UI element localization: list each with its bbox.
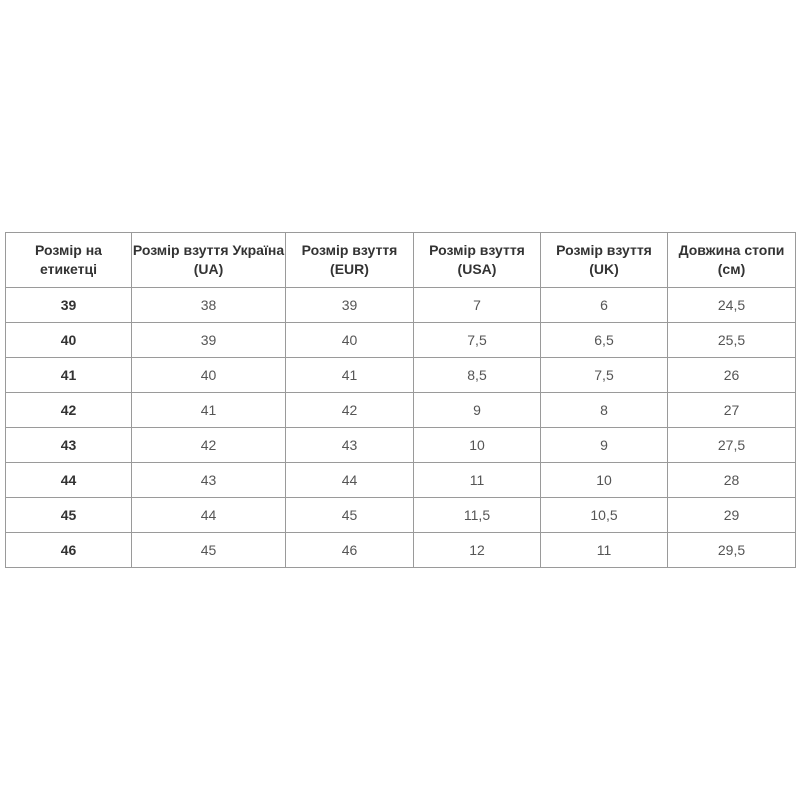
table-cell: 44 xyxy=(5,462,132,498)
table-cell: 38 xyxy=(131,287,286,323)
column-header: Розмір взуття (UK) xyxy=(540,232,668,288)
table-cell: 10 xyxy=(540,462,668,498)
table-cell: 40 xyxy=(131,357,286,393)
table-cell: 29,5 xyxy=(667,532,796,568)
table-cell: 10,5 xyxy=(540,497,668,533)
table-cell: 27,5 xyxy=(667,427,796,463)
table-cell: 8,5 xyxy=(413,357,541,393)
table-cell: 39 xyxy=(5,287,132,323)
table-cell: 11,5 xyxy=(413,497,541,533)
table-row: 42 41 42 9 8 27 xyxy=(5,392,796,428)
table-cell: 6 xyxy=(540,287,668,323)
table-cell: 46 xyxy=(285,532,414,568)
table-cell: 39 xyxy=(285,287,414,323)
table-cell: 45 xyxy=(131,532,286,568)
table-row: 41 40 41 8,5 7,5 26 xyxy=(5,357,796,393)
table-cell: 28 xyxy=(667,462,796,498)
table-row: 43 42 43 10 9 27,5 xyxy=(5,427,796,463)
table-row: 39 38 39 7 6 24,5 xyxy=(5,287,796,323)
table-cell: 9 xyxy=(540,427,668,463)
table-cell: 39 xyxy=(131,322,286,358)
table-cell: 7 xyxy=(413,287,541,323)
table-row: 40 39 40 7,5 6,5 25,5 xyxy=(5,322,796,358)
table-cell: 12 xyxy=(413,532,541,568)
table-cell: 24,5 xyxy=(667,287,796,323)
table-cell: 10 xyxy=(413,427,541,463)
table-cell: 42 xyxy=(131,427,286,463)
column-header: Розмір взуття (EUR) xyxy=(285,232,414,288)
table-cell: 46 xyxy=(5,532,132,568)
table-cell: 27 xyxy=(667,392,796,428)
column-header: Довжина стопи (см) xyxy=(667,232,796,288)
table-row: 44 43 44 11 10 28 xyxy=(5,462,796,498)
table-cell: 6,5 xyxy=(540,322,668,358)
table-cell: 11 xyxy=(413,462,541,498)
header-row: Розмір на етикетці Розмір взуття Україна … xyxy=(5,232,796,288)
table-cell: 26 xyxy=(667,357,796,393)
table-cell: 41 xyxy=(131,392,286,428)
table-cell: 40 xyxy=(5,322,132,358)
table-cell: 41 xyxy=(285,357,414,393)
table-cell: 42 xyxy=(5,392,132,428)
table-cell: 25,5 xyxy=(667,322,796,358)
table-cell: 45 xyxy=(5,497,132,533)
table-row: 45 44 45 11,5 10,5 29 xyxy=(5,497,796,533)
table-cell: 9 xyxy=(413,392,541,428)
table-cell: 8 xyxy=(540,392,668,428)
table-cell: 41 xyxy=(5,357,132,393)
column-header: Розмір взуття Україна (UA) xyxy=(131,232,286,288)
table-cell: 45 xyxy=(285,497,414,533)
table-cell: 42 xyxy=(285,392,414,428)
column-header: Розмір взуття (USA) xyxy=(413,232,541,288)
table-cell: 29 xyxy=(667,497,796,533)
table-cell: 11 xyxy=(540,532,668,568)
table-cell: 40 xyxy=(285,322,414,358)
table-cell: 43 xyxy=(131,462,286,498)
table-cell: 44 xyxy=(131,497,286,533)
column-header: Розмір на етикетці xyxy=(5,232,132,288)
table-cell: 7,5 xyxy=(540,357,668,393)
table-cell: 44 xyxy=(285,462,414,498)
table-cell: 7,5 xyxy=(413,322,541,358)
table-cell: 43 xyxy=(5,427,132,463)
table-cell: 43 xyxy=(285,427,414,463)
table-row: 46 45 46 12 11 29,5 xyxy=(5,532,796,568)
size-chart-table: Розмір на етикетці Розмір взуття Україна … xyxy=(5,232,796,568)
